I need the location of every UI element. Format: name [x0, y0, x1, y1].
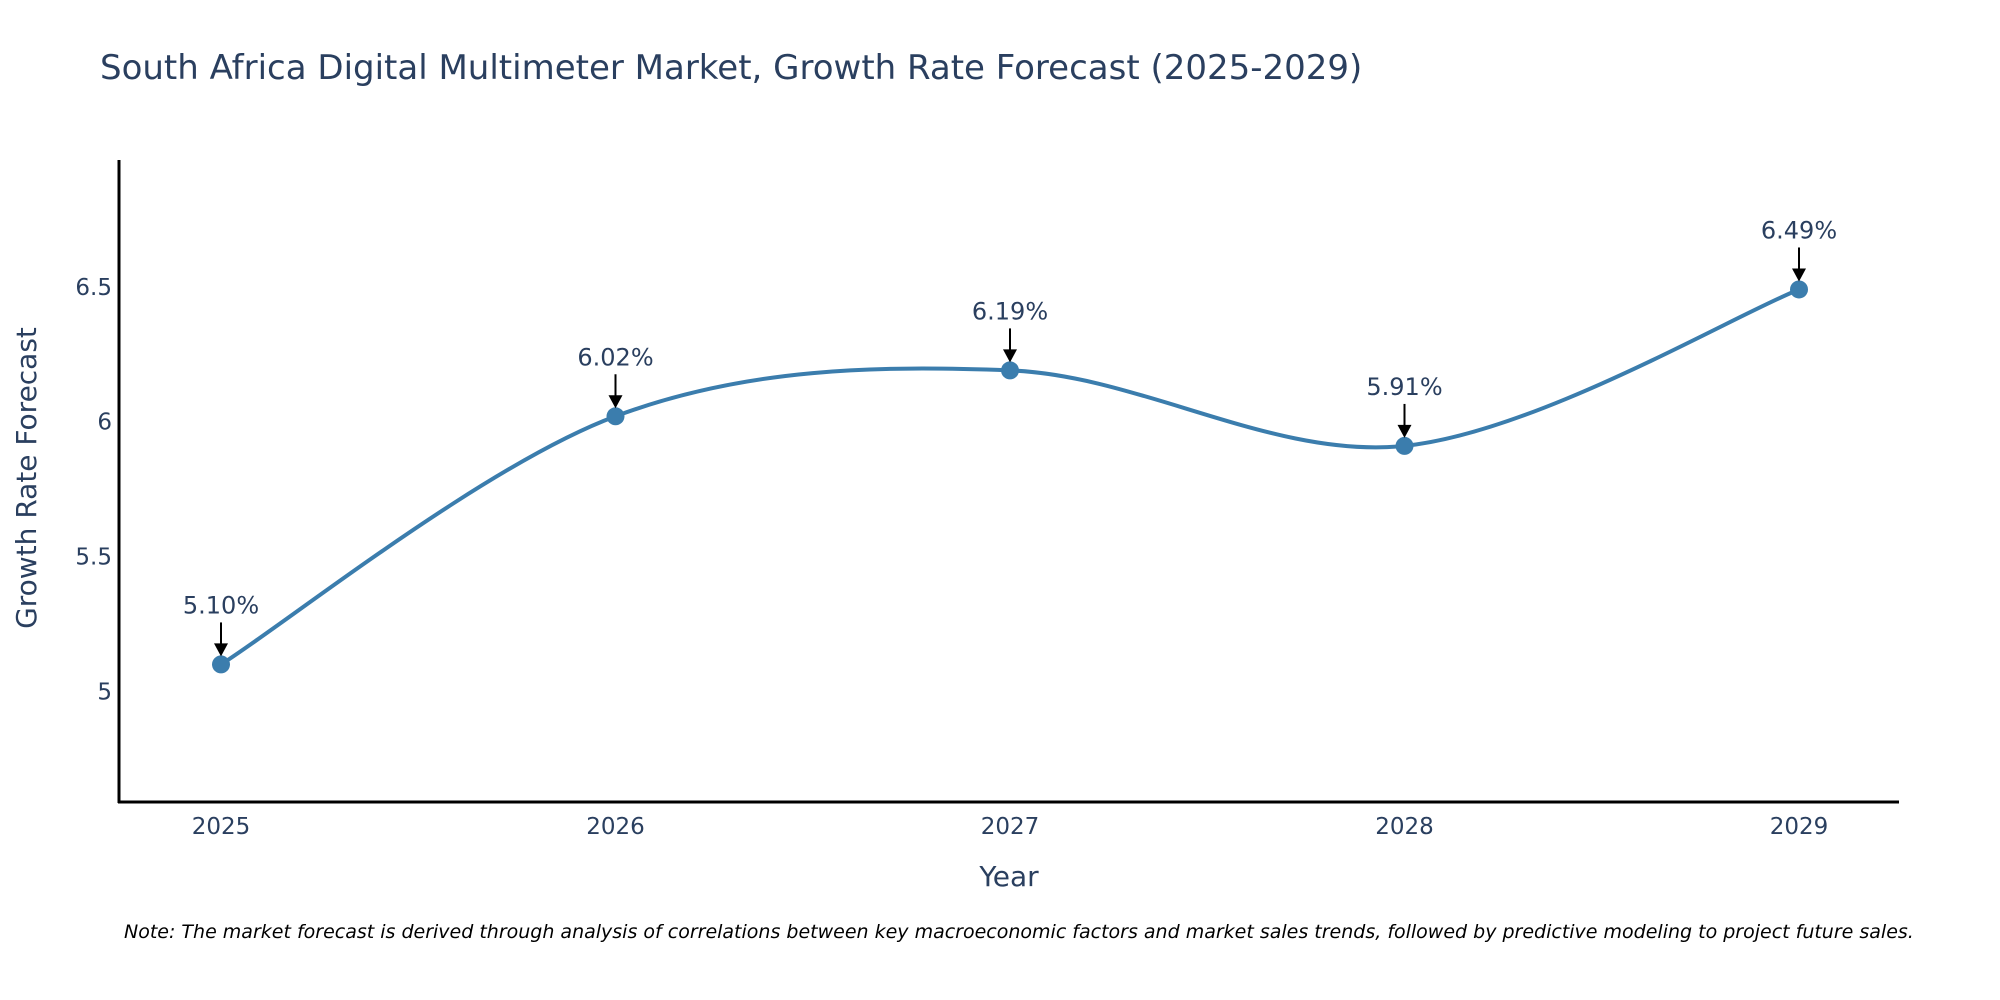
annotation-arrow-head [1792, 268, 1806, 282]
annotation-arrow-head [608, 395, 623, 409]
annotation-arrow-head [214, 643, 228, 657]
data-point [1790, 280, 1808, 299]
data-points [212, 280, 1808, 674]
y-tick-label: 6 [97, 410, 112, 436]
data-label: 5.91% [1366, 373, 1442, 401]
annotations: 5.10% 6.02% 6.19% 5.91% 6.49% [183, 216, 1837, 657]
chart-title: South Africa Digital Multimeter Market, … [100, 48, 1362, 88]
footnote: Note: The market forecast is derived thr… [124, 921, 1914, 943]
data-point [1395, 436, 1414, 455]
data-point [606, 407, 625, 426]
y-tick-label: 6.5 [75, 275, 112, 301]
axes [117, 160, 1899, 804]
data-point [1001, 361, 1019, 380]
annotation-arrow-head [1397, 424, 1412, 438]
y-axis-title: Growth Rate Forecast [10, 327, 43, 629]
annotation-arrow-head [1003, 349, 1017, 363]
x-axis-title: Year [978, 860, 1039, 893]
data-point [212, 655, 230, 674]
y-tick-label: 5 [97, 679, 112, 705]
x-tick-label: 2026 [586, 814, 645, 840]
data-label: 6.19% [972, 297, 1048, 325]
data-label: 6.49% [1761, 216, 1837, 244]
x-tick-label: 2025 [192, 814, 251, 840]
x-tick-label: 2028 [1375, 814, 1434, 840]
data-label: 6.02% [577, 343, 653, 371]
x-tick-label: 2027 [981, 814, 1040, 840]
y-tick-label: 5.5 [75, 545, 112, 571]
x-tick-label: 2029 [1770, 814, 1829, 840]
x-ticks: 2025 2026 2027 2028 2029 [192, 814, 1829, 840]
y-ticks: 5 5.5 6 6.5 [75, 275, 112, 706]
data-label: 5.10% [183, 591, 259, 619]
